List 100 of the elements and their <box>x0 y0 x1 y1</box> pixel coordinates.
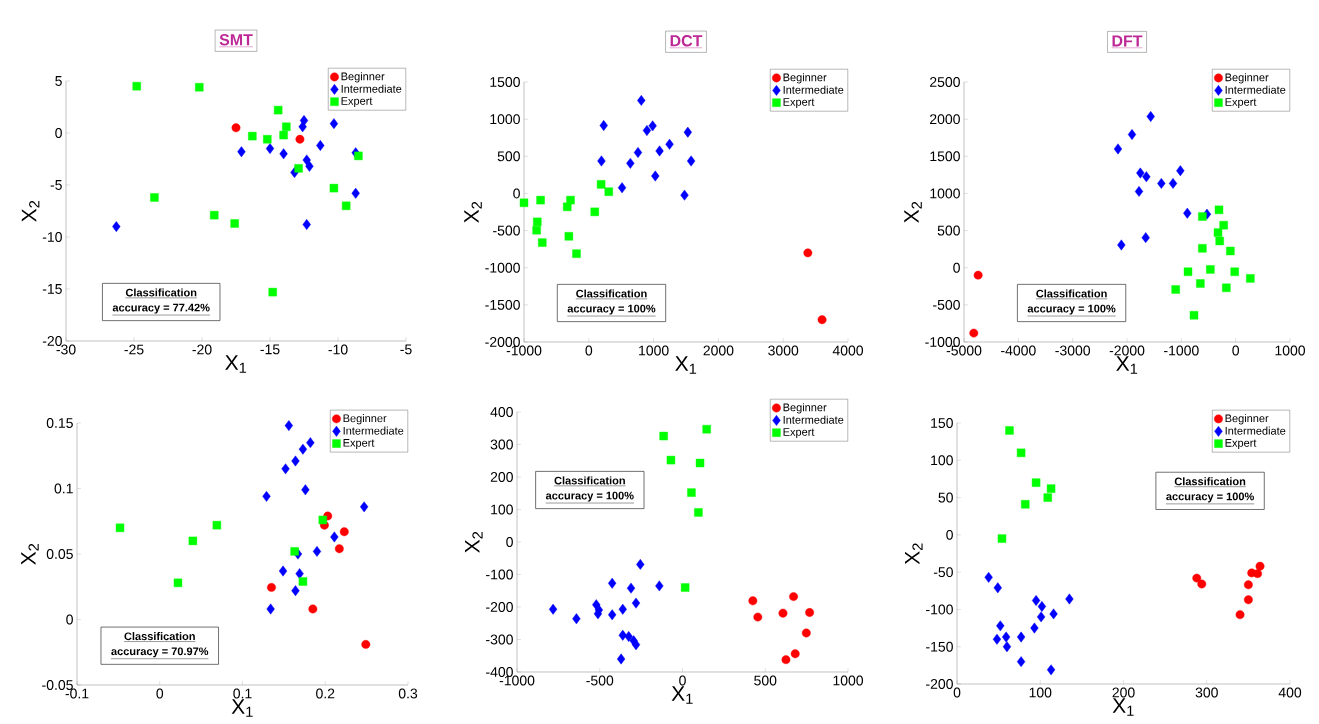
x-tick-label: -25 <box>124 344 144 355</box>
y-tick-label: 0.15 <box>46 418 73 428</box>
x-tick-label: -30 <box>56 344 76 355</box>
x-tick-label: -5000 <box>946 345 982 356</box>
legend-label: Expert <box>783 428 815 438</box>
legend-label: Intermediate <box>1225 426 1286 435</box>
y-tick-label: -1000 <box>485 262 520 273</box>
y-tick-label: 500 <box>497 151 520 162</box>
x-tick-label: -20 <box>192 344 212 355</box>
y-tick-label: 100 <box>931 455 953 466</box>
legend-label: Expert <box>1225 98 1257 108</box>
y-tick-label: -200 <box>926 679 953 689</box>
y-tick-label: 0 <box>55 128 62 138</box>
legend-label: Beginner <box>1225 73 1269 84</box>
legend-label: Intermediate <box>341 84 402 93</box>
x-tick-label: 0 <box>156 688 164 699</box>
x-tick-label: 1000 <box>639 345 669 356</box>
x-tick-label: 0 <box>679 675 686 686</box>
x-tick-label: 300 <box>1195 687 1218 698</box>
x-tick-label: -2000 <box>1109 345 1145 356</box>
y-tick-label: 0.1 <box>54 483 73 494</box>
y-tick-label: 100 <box>491 504 513 515</box>
x-tick-label: -4000 <box>1001 345 1036 356</box>
x-tick-label: 0.2 <box>316 688 335 699</box>
y-tick-label: 400 <box>490 407 513 417</box>
annotation: accuracy = 100% <box>545 491 634 502</box>
y-tick-label: 0 <box>506 537 513 547</box>
x-tick-label: 4000 <box>832 345 864 356</box>
y-tick-label: 2000 <box>930 114 960 125</box>
x-axis-title: X$_{1}$ <box>231 699 253 717</box>
legend-label: Beginner <box>341 72 385 83</box>
x-tick-label: 0 <box>1232 345 1240 356</box>
y-tick-label: 5 <box>55 76 62 86</box>
y-tick-label: -50 <box>933 567 953 578</box>
legend-label: Expert <box>783 98 815 108</box>
legend-label: Beginner <box>783 403 827 414</box>
x-tick-label: 1000 <box>1275 345 1306 356</box>
y-tick-label: -100 <box>486 569 513 580</box>
annotation: Classification <box>554 476 625 485</box>
legend-label: Beginner <box>343 414 387 425</box>
x-tick-label: 0.3 <box>398 688 418 699</box>
annotation: accuracy = 100% <box>567 304 656 315</box>
legend-label: Expert <box>343 439 375 449</box>
annotation: Classification <box>576 289 647 298</box>
y-tick-label: 1500 <box>930 151 960 162</box>
x-tick-label: -500 <box>586 675 614 686</box>
x-tick-label: 500 <box>754 675 777 686</box>
chart-title: DFT <box>1112 35 1143 47</box>
legend-label: Beginner <box>783 73 827 84</box>
y-tick-label: -5 <box>50 180 62 190</box>
legend-label: Intermediate <box>783 85 844 94</box>
x-tick-label: 3000 <box>768 345 799 356</box>
legend-label: Intermediate <box>783 415 844 424</box>
x-tick-label: 2000 <box>703 345 734 356</box>
y-axis-title: X$_{2}$ <box>465 531 483 553</box>
annotation: Classification <box>1036 289 1107 298</box>
x-tick-label: 1000 <box>833 675 864 686</box>
annotation: accuracy = 70.97% <box>111 647 209 658</box>
x-tick-label: -10 <box>328 344 348 355</box>
y-axis-title: X$_{2}$ <box>905 543 923 565</box>
y-axis-title: X$_{2}$ <box>464 201 482 223</box>
x-tick-label: 0 <box>585 345 593 356</box>
y-tick-label: -2000 <box>485 337 520 347</box>
y-tick-label: 1500 <box>490 77 520 87</box>
y-tick-label: 0 <box>953 262 960 273</box>
x-tick-label: 200 <box>1112 687 1135 698</box>
y-tick-label: -15 <box>42 284 62 294</box>
x-tick-label: -3000 <box>1055 345 1091 356</box>
x-axis-title: X$_{1}$ <box>225 355 247 373</box>
y-tick-label: -100 <box>926 604 953 615</box>
x-axis-title: X$_{1}$ <box>1112 698 1134 716</box>
y-tick-label: -10 <box>42 232 62 242</box>
annotation: accuracy = 77.42% <box>112 303 210 314</box>
y-tick-label: -1000 <box>925 337 960 347</box>
y-tick-label: -300 <box>486 634 513 645</box>
x-axis-title: X$_{1}$ <box>671 686 693 704</box>
x-tick-label: 400 <box>1278 687 1302 698</box>
chart-title: SMT <box>219 34 253 46</box>
y-tick-label: -500 <box>933 299 960 310</box>
y-tick-label: -20 <box>42 336 62 346</box>
y-tick-label: -200 <box>486 602 513 612</box>
x-axis-title: X$_{1}$ <box>675 356 697 374</box>
annotation: accuracy = 100% <box>1027 304 1116 315</box>
x-axis-title: X$_{1}$ <box>1116 356 1138 374</box>
legend-label: Intermediate <box>343 426 404 435</box>
y-tick-label: 200 <box>490 472 513 482</box>
y-axis-title: X$_{2}$ <box>21 200 40 222</box>
y-tick-label: 0.05 <box>46 549 73 559</box>
y-tick-label: -500 <box>493 225 520 236</box>
x-tick-label: -1000 <box>1164 345 1199 356</box>
annotation: accuracy = 100% <box>1166 492 1254 503</box>
y-tick-label: 1000 <box>930 188 960 199</box>
x-tick-label: -1000 <box>506 345 542 356</box>
y-axis-title: X$_{2}$ <box>21 543 39 565</box>
annotation: Classification <box>1174 477 1246 486</box>
legend-label: Beginner <box>1225 414 1269 425</box>
legend-label: Intermediate <box>1225 85 1286 94</box>
y-tick-label: -150 <box>926 641 953 652</box>
y-tick-label: -400 <box>486 667 513 677</box>
y-tick-label: 0 <box>66 614 73 625</box>
